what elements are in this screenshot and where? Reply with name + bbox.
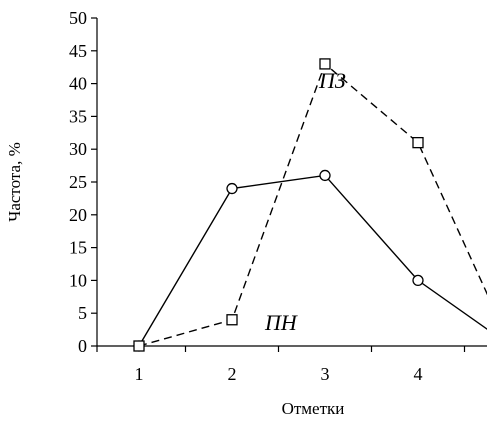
x-tick-label: 1 (135, 364, 144, 384)
x-tick-label: 2 (228, 364, 237, 384)
y-tick-label: 0 (78, 336, 87, 356)
y-tick-label: 25 (69, 172, 87, 192)
y-tick-label: 30 (69, 139, 87, 159)
series-label-pn: ПН (264, 310, 298, 335)
y-axis-ticks: 0 5 10 15 20 25 30 35 40 45 50 (69, 8, 97, 356)
data-point-pz (412, 136, 424, 149)
y-tick-label: 10 (69, 270, 87, 290)
data-point-pz (133, 340, 145, 352)
y-tick-label: 5 (78, 303, 87, 323)
series-line-pz (138, 62, 487, 347)
y-tick-label: 20 (69, 205, 87, 225)
data-point-pn (226, 182, 238, 195)
y-tick-label: 40 (69, 74, 87, 94)
x-tick-label: 3 (321, 364, 330, 384)
data-point-pn (412, 274, 424, 287)
y-tick-label: 35 (69, 106, 87, 126)
y-tick-label: 50 (69, 8, 87, 28)
y-axis-title: Частота, % (5, 142, 24, 221)
series-layer (133, 58, 487, 352)
data-point-pz (319, 58, 331, 70)
data-point-pz (226, 314, 238, 326)
x-axis-ticks: 12345 (96, 346, 466, 384)
data-point-pn (319, 169, 331, 182)
x-axis-title: Отметки (282, 399, 345, 418)
y-tick-label: 15 (69, 238, 87, 258)
series-label-pz: ПЗ (318, 68, 346, 93)
x-tick-label: 4 (414, 364, 423, 384)
series-line-pn (138, 174, 487, 347)
y-tick-label: 45 (69, 41, 87, 61)
